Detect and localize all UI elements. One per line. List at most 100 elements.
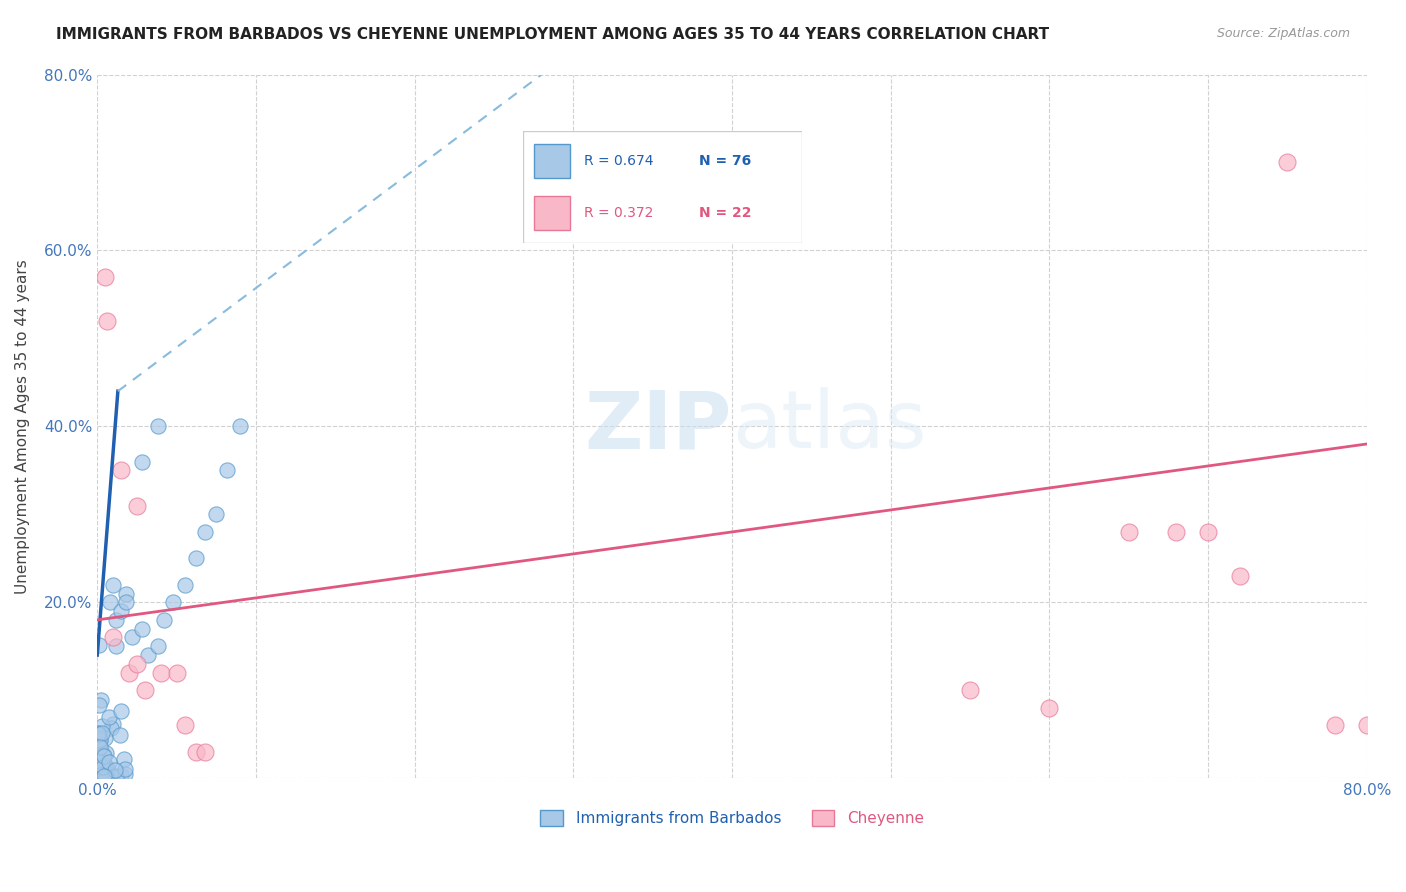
Point bbox=[217, 463, 239, 477]
Point bbox=[90, 726, 112, 740]
Text: IMMIGRANTS FROM BARBADOS VS CHEYENNE UNEMPLOYMENT AMONG AGES 35 TO 44 YEARS CORR: IMMIGRANTS FROM BARBADOS VS CHEYENNE UNE… bbox=[56, 27, 1049, 42]
Point bbox=[87, 741, 110, 756]
Point bbox=[134, 683, 156, 698]
Point bbox=[131, 454, 153, 468]
Point bbox=[1355, 718, 1378, 732]
Point bbox=[96, 314, 118, 328]
Point bbox=[184, 551, 207, 566]
Point bbox=[1197, 524, 1219, 539]
Point bbox=[91, 759, 114, 773]
Point bbox=[146, 640, 169, 654]
Point bbox=[91, 759, 114, 773]
Point bbox=[89, 740, 111, 755]
Point bbox=[105, 613, 128, 627]
Point bbox=[229, 419, 252, 434]
Point bbox=[114, 586, 136, 600]
Point bbox=[98, 595, 121, 609]
Point bbox=[89, 769, 111, 783]
Point bbox=[96, 746, 118, 760]
Point bbox=[112, 751, 135, 765]
Point bbox=[87, 725, 110, 739]
Point bbox=[114, 763, 136, 777]
Point bbox=[91, 767, 114, 781]
Point bbox=[87, 756, 110, 770]
Point bbox=[94, 770, 117, 784]
Point bbox=[87, 759, 110, 773]
Point bbox=[86, 754, 108, 768]
Text: Source: ZipAtlas.com: Source: ZipAtlas.com bbox=[1216, 27, 1350, 40]
Point bbox=[93, 749, 115, 764]
Point bbox=[108, 728, 131, 742]
Point bbox=[86, 760, 108, 774]
Text: atlas: atlas bbox=[733, 387, 927, 466]
Point bbox=[91, 748, 114, 763]
Point bbox=[86, 747, 108, 761]
Point bbox=[153, 613, 176, 627]
Point bbox=[96, 761, 118, 775]
Point bbox=[105, 771, 128, 785]
Legend: Immigrants from Barbados, Cheyenne: Immigrants from Barbados, Cheyenne bbox=[533, 803, 931, 834]
Point bbox=[110, 704, 132, 718]
Point bbox=[97, 764, 120, 779]
Point bbox=[173, 718, 195, 732]
Point bbox=[194, 524, 217, 539]
Point bbox=[1166, 524, 1188, 539]
Point bbox=[89, 769, 111, 783]
Point bbox=[87, 726, 110, 740]
Point bbox=[93, 759, 115, 773]
Point bbox=[173, 577, 195, 591]
Point bbox=[87, 698, 110, 712]
Point bbox=[89, 768, 111, 782]
Point bbox=[1229, 569, 1251, 583]
Point bbox=[90, 757, 112, 772]
Point bbox=[136, 648, 159, 662]
Point bbox=[101, 577, 124, 591]
Point bbox=[146, 419, 169, 434]
Point bbox=[87, 731, 110, 745]
Point bbox=[162, 595, 184, 609]
Point bbox=[100, 722, 122, 736]
Point bbox=[93, 769, 115, 783]
Point bbox=[101, 631, 124, 645]
Point bbox=[166, 665, 188, 680]
Point bbox=[87, 739, 110, 754]
Point bbox=[103, 717, 125, 731]
Point bbox=[125, 657, 148, 671]
Point bbox=[110, 768, 132, 782]
Point bbox=[90, 692, 112, 706]
Point bbox=[121, 631, 143, 645]
Point bbox=[184, 745, 207, 759]
Point bbox=[118, 665, 141, 680]
Point bbox=[87, 762, 110, 776]
Point bbox=[87, 638, 110, 652]
Point bbox=[89, 732, 111, 747]
Point bbox=[114, 595, 136, 609]
Point bbox=[89, 733, 111, 747]
Point bbox=[87, 727, 110, 741]
Point bbox=[94, 731, 117, 745]
Point bbox=[125, 499, 148, 513]
Point bbox=[105, 640, 128, 654]
Point bbox=[1118, 524, 1140, 539]
Point bbox=[1038, 701, 1060, 715]
Point bbox=[94, 269, 117, 284]
Point bbox=[98, 767, 121, 781]
Point bbox=[89, 764, 111, 779]
Point bbox=[93, 770, 115, 784]
Point bbox=[87, 750, 110, 764]
Point bbox=[104, 763, 127, 777]
Point bbox=[959, 683, 981, 698]
Point bbox=[114, 766, 136, 780]
Point bbox=[205, 508, 228, 522]
Point bbox=[98, 755, 121, 769]
Point bbox=[90, 719, 112, 733]
Point bbox=[1324, 718, 1347, 732]
Point bbox=[1277, 155, 1299, 169]
Point bbox=[131, 622, 153, 636]
Y-axis label: Unemployment Among Ages 35 to 44 years: Unemployment Among Ages 35 to 44 years bbox=[15, 259, 30, 594]
Point bbox=[194, 745, 217, 759]
Point bbox=[98, 710, 121, 724]
Point bbox=[93, 757, 115, 772]
Text: ZIP: ZIP bbox=[585, 387, 733, 466]
Point bbox=[110, 463, 132, 477]
